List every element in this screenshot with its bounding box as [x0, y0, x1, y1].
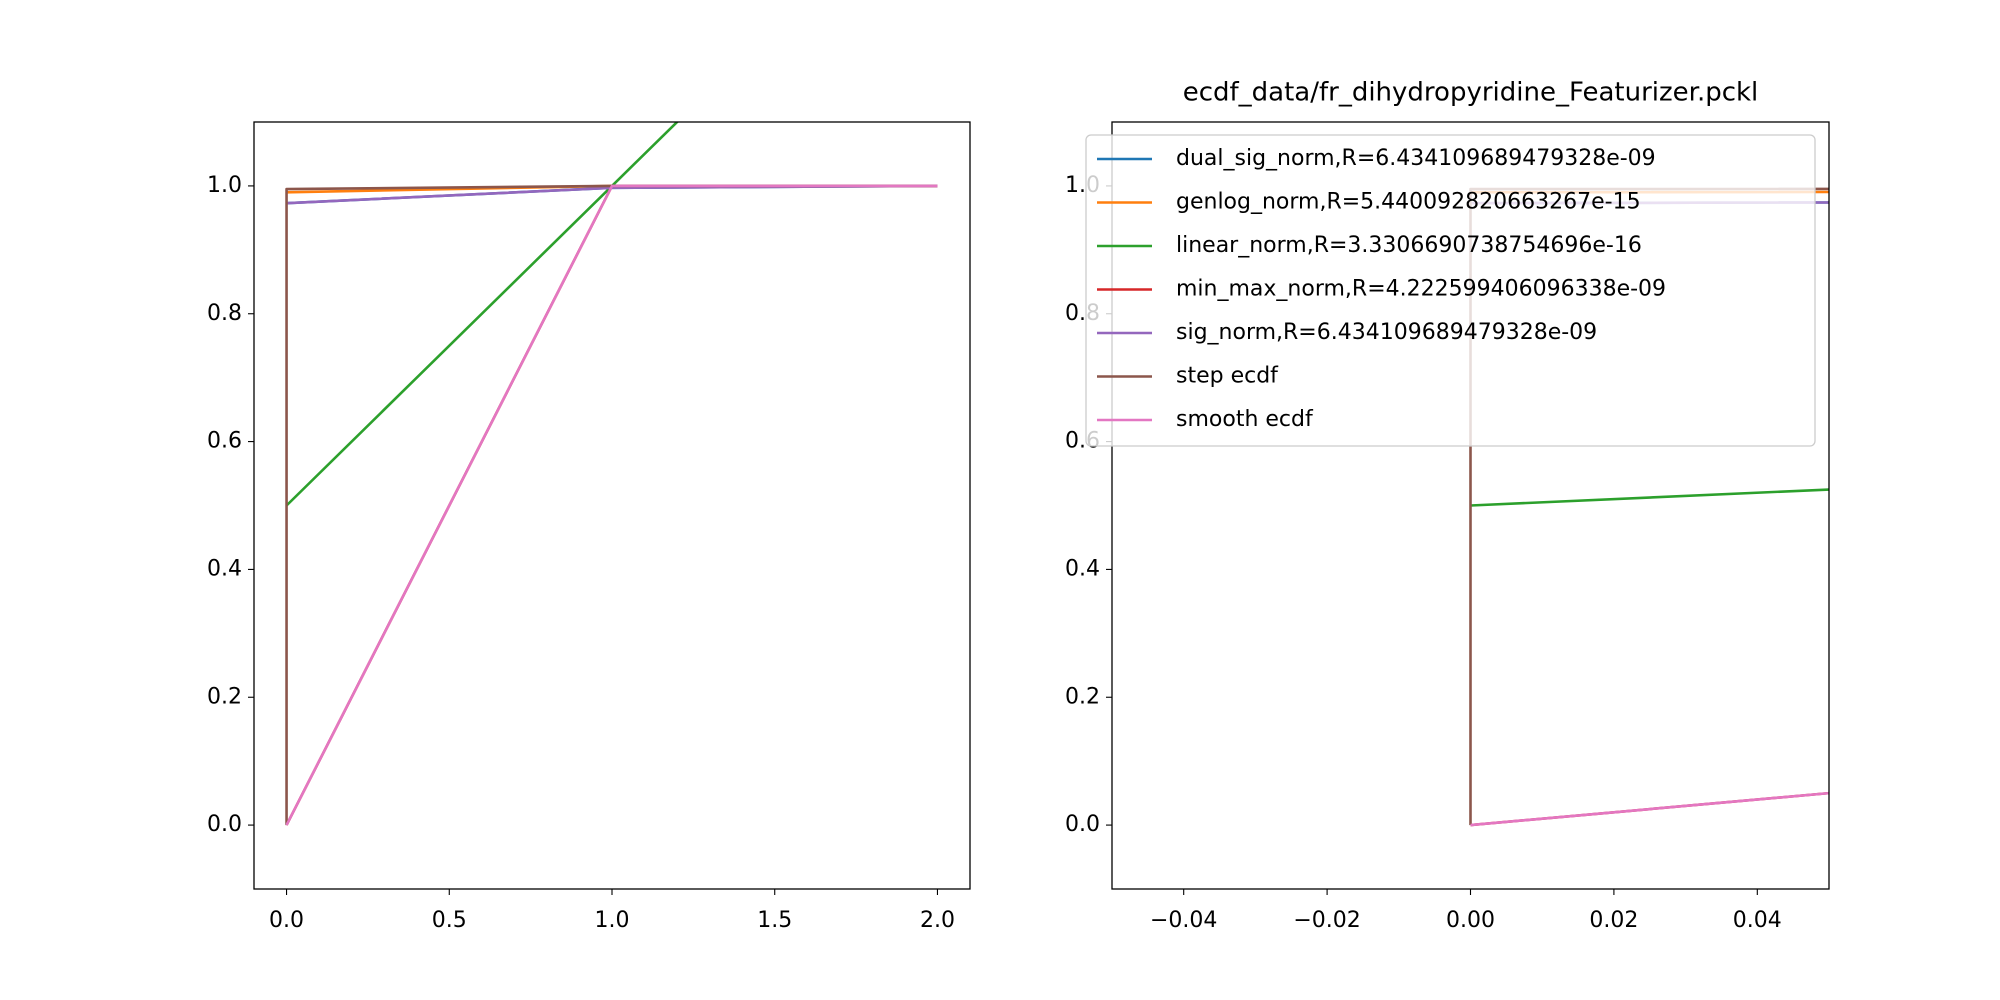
series-line: [285, 184, 938, 826]
x-tick-label: 1.0: [595, 908, 630, 933]
y-tick-label: 0.8: [207, 301, 242, 326]
y-tick-label: 0.4: [207, 556, 242, 581]
x-tick-label: −0.02: [1293, 908, 1360, 933]
x-tick-label: 0.04: [1733, 908, 1782, 933]
axes-frame: [253, 121, 971, 890]
legend-label: genlog_norm,R=5.440092820663267e-15: [1176, 190, 1641, 215]
axes: −0.04 −0.02 0.00 0.02 0.040.00.20.40.60.81.0…: [1065, 78, 1830, 933]
x-tick-label: 1.5: [757, 908, 792, 933]
y-tick-label: 0.4: [1065, 556, 1100, 581]
legend-label: smooth ecdf: [1176, 407, 1314, 432]
legend-label: linear_norm,R=3.3306690738754696e-16: [1176, 233, 1642, 258]
y-tick-label: 0.6: [207, 429, 242, 454]
plot-area: [285, 122, 938, 826]
y-tick-label: 0.2: [1065, 684, 1100, 709]
x-tick-label: 2.0: [920, 908, 955, 933]
x-tick-label: −0.04: [1150, 908, 1217, 933]
series-line: [285, 184, 938, 826]
y-tick-label: 0.2: [207, 684, 242, 709]
legend-label: step ecdf: [1176, 364, 1279, 389]
y-tick-label: 0.0: [207, 812, 242, 837]
y-tick-label: 0.0: [1065, 812, 1100, 837]
legend-label: sig_norm,R=6.434109689479328e-09: [1176, 320, 1597, 345]
x-tick-label: 0.02: [1589, 908, 1638, 933]
x-tick-label: 0.00: [1446, 908, 1495, 933]
axes: 0.0 0.5 1.0 1.5 2.0 0.0 0.2 0.4 0.6 0.8 1.0: [207, 121, 971, 933]
series-line: [285, 184, 938, 826]
chart-title: ecdf_data/fr_dihydropyridine_Featurizer.…: [1183, 78, 1759, 108]
plot-area: [1469, 187, 1829, 827]
x-tick-label: 0.0: [269, 908, 304, 933]
legend-label: min_max_norm,R=4.222599406096338e-09: [1176, 277, 1666, 302]
axes-frame: [1111, 121, 1830, 890]
y-tick-label: 1.0: [207, 173, 242, 198]
series-line: [1469, 187, 1829, 826]
legend-label: dual_sig_norm,R=6.434109689479328e-09: [1176, 146, 1656, 171]
series-line: [285, 122, 679, 507]
legend-box: [1085, 134, 1816, 447]
x-tick-label: 0.5: [432, 908, 467, 933]
legend: dual_sig_norm,R=6.434109689479328e-09gen…: [1085, 134, 1816, 447]
